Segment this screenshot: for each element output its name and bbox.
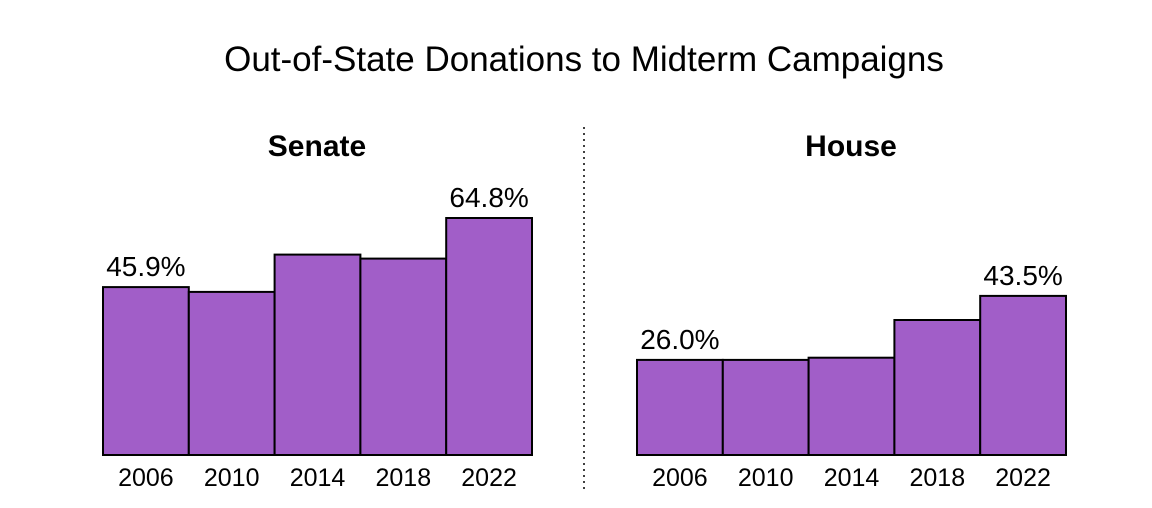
house-data-label-2022: 43.5%: [983, 260, 1062, 291]
senate-tick-label-2014: 2014: [290, 464, 346, 492]
house-tick-label-2010: 2010: [738, 464, 794, 492]
senate-bar-2022: [445, 217, 534, 456]
house-data-label-2006: 26.0%: [640, 324, 719, 355]
senate-panel: Senate 2006 45.9% 2010 2014 2018 2022 64.8%: [102, 130, 534, 492]
senate-bar-2014: [273, 253, 362, 456]
senate-bar-2018: [359, 257, 448, 456]
house-panel-title: House: [805, 130, 897, 163]
senate-tick-label-2010: 2010: [204, 464, 260, 492]
senate-panel-title: Senate: [268, 130, 366, 163]
house-bar-2022: [979, 294, 1068, 456]
senate-data-label-2006: 45.9%: [106, 251, 185, 282]
chart-title: Out-of-State Donations to Midterm Campai…: [224, 40, 944, 79]
senate-bar-2006: [102, 286, 190, 456]
house-bar-2018: [893, 319, 982, 456]
senate-tick-label-2018: 2018: [375, 464, 431, 492]
senate-bar-2010: [187, 290, 276, 456]
house-tick-label-2022: 2022: [995, 464, 1051, 492]
house-tick-label-2006: 2006: [652, 464, 708, 492]
senate-tick-label-2022: 2022: [461, 464, 517, 492]
house-bar-2010: [721, 358, 810, 456]
house-panel: House 2006 26.0% 2010 2014 2018 2022 43.5%: [636, 130, 1068, 492]
house-tick-label-2018: 2018: [909, 464, 965, 492]
senate-data-label-2022: 64.8%: [449, 182, 528, 213]
house-tick-label-2014: 2014: [824, 464, 880, 492]
house-bar-2014: [807, 356, 896, 457]
senate-tick-label-2006: 2006: [118, 464, 174, 492]
house-bar-2006: [636, 358, 724, 456]
